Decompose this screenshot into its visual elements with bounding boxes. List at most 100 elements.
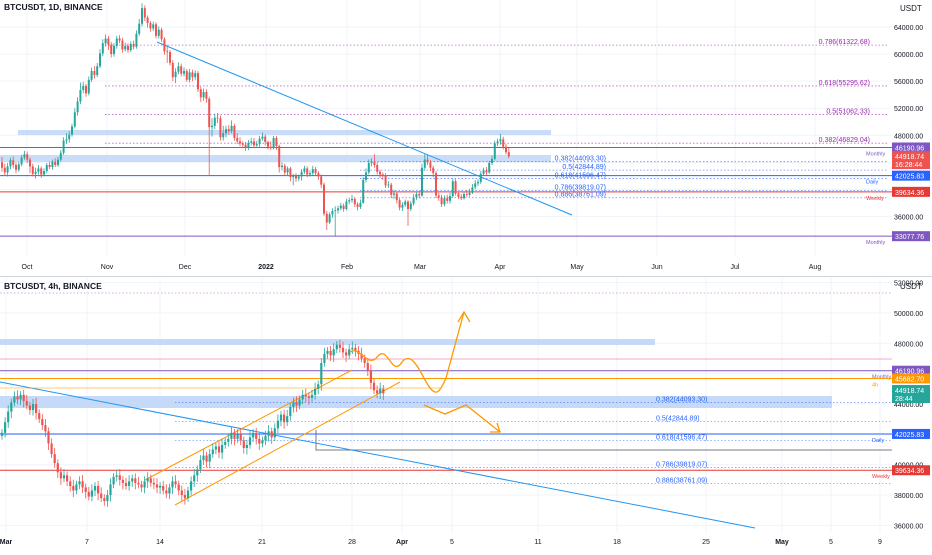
candle-body: [143, 8, 146, 18]
candle-body: [446, 198, 449, 201]
candle-body: [202, 91, 205, 98]
candle-body: [81, 481, 84, 488]
candle-body: [423, 159, 426, 168]
candle-body: [159, 485, 162, 488]
fib-label: 0.382(44093.30): [555, 156, 606, 163]
bottom-projection-paths[interactable]: [349, 310, 501, 433]
candle-body: [93, 71, 96, 76]
candle-body: [53, 454, 56, 464]
candle-body: [44, 425, 47, 432]
candle-body: [15, 165, 17, 170]
top-y-tick-label: 64000.00: [894, 25, 923, 32]
candle-body: [289, 407, 292, 417]
candle-body: [166, 51, 169, 53]
support-zone: [0, 155, 551, 162]
candle-body: [376, 165, 379, 172]
candle-body: [468, 192, 471, 195]
candle-body: [365, 172, 367, 180]
candle-body: [183, 495, 186, 499]
candle-body: [152, 24, 155, 29]
top-chart-panel[interactable]: Monthly Daily Weekly Monthly 0.786(61322.68…: [0, 0, 932, 271]
candle-body: [93, 485, 97, 491]
candle-body: [66, 475, 69, 482]
candle-body: [82, 85, 85, 90]
candle-body: [103, 498, 106, 502]
candle-body: [351, 198, 353, 201]
candle-body: [415, 194, 418, 198]
candle-body: [152, 482, 155, 485]
candle-body: [221, 444, 224, 453]
candle-body: [196, 469, 199, 476]
bottom-x-tick-label: 9: [878, 539, 882, 546]
candle-body: [112, 476, 115, 485]
candle-body: [177, 66, 180, 72]
fib-label: 0.5(42844.89): [656, 416, 700, 423]
channel-lower-line: [174, 381, 401, 506]
top-trendline[interactable]: [156, 41, 573, 216]
candle-body: [482, 170, 485, 174]
level-price-tag: [892, 186, 930, 197]
support-zone: [0, 396, 832, 408]
candle-body: [162, 485, 165, 491]
level-price-text: 39634.36: [895, 190, 924, 197]
candle-body: [339, 205, 342, 209]
candle-body: [421, 167, 423, 196]
bullish-projection-path: [349, 311, 465, 393]
candle-body: [337, 208, 339, 211]
bottom-trendline[interactable]: [0, 381, 756, 529]
candle-body: [373, 161, 376, 166]
candle-body: [180, 490, 183, 496]
candle-body: [304, 394, 307, 397]
fib-label: 0.5(42844.89): [562, 164, 606, 171]
candle-body: [141, 8, 143, 24]
bottom-x-axis[interactable]: Mar 7 14 21 28 Apr 5 11 18 25 May 5 9: [0, 539, 882, 546]
candle-body: [208, 454, 211, 462]
candle-body: [278, 146, 281, 168]
candle-body: [474, 183, 477, 188]
candle-body: [351, 347, 354, 350]
bottom-y-tick-label: 48000.00: [894, 341, 923, 348]
top-zones: [0, 130, 551, 162]
candle-body: [463, 194, 465, 199]
candle-body: [454, 181, 457, 194]
bottom-candles: [0, 339, 385, 507]
candle-body: [323, 353, 326, 363]
descending-trendline: [0, 381, 756, 529]
candle-body: [50, 443, 53, 455]
countdown-text: 28:44: [895, 396, 913, 403]
candle-body: [309, 173, 311, 175]
candle-body: [258, 438, 261, 444]
candle-body: [106, 495, 109, 502]
top-y-axis[interactable]: 36000.0040000.0044000.0048000.0052000.00…: [892, 0, 932, 257]
candle-body: [283, 414, 286, 423]
candle-body: [370, 161, 373, 163]
candle-body: [99, 53, 101, 67]
top-x-tick-label: May: [570, 264, 584, 271]
candle-body: [376, 390, 379, 394]
bottom-x-tick-label: 21: [258, 539, 266, 546]
top-fib-labels: 0.786(61322.68) 0.618(55295.62) 0.5(51062.…: [555, 39, 870, 199]
top-y-tick-label: 60000.00: [894, 52, 923, 59]
candle-body: [398, 200, 401, 208]
candle-body: [345, 201, 348, 209]
candle-body: [85, 85, 87, 94]
candle-body: [367, 162, 370, 173]
candle-body: [443, 198, 446, 205]
candle-body: [155, 484, 159, 488]
top-x-axis[interactable]: Oct Nov Dec 2022 Feb Mar Apr May Jun Jul Aug: [22, 264, 822, 271]
candle-body: [109, 484, 112, 496]
candle-body: [146, 17, 149, 23]
top-x-tick-label: Nov: [101, 264, 114, 271]
current-price-text: 44918.74: [895, 388, 924, 395]
candle-body: [31, 166, 34, 174]
level-price-tag: [892, 231, 930, 242]
candle-body: [264, 435, 267, 441]
level-price-tag: [892, 142, 930, 153]
candle-body: [190, 481, 193, 491]
bottom-y-axis[interactable]: 36000.0038000.0040000.0042000.0044000.00…: [892, 278, 932, 533]
bottom-x-tick-label: 28: [348, 539, 356, 546]
candle-body: [143, 481, 146, 488]
candle-body: [121, 40, 124, 50]
